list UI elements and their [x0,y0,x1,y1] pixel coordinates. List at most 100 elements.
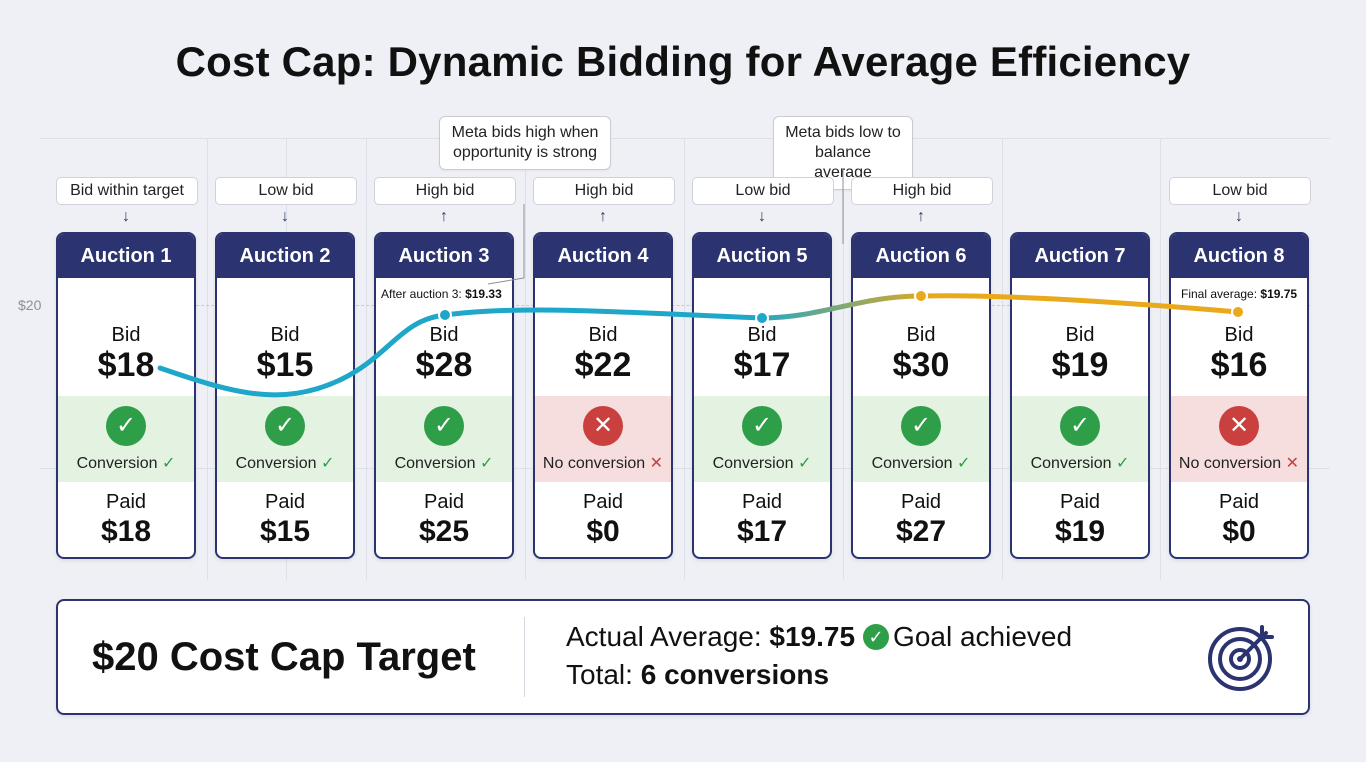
check-icon: ✓ [265,406,305,446]
goal-status: Goal achieved [893,621,1073,652]
arrow-down-icon: ↓ [281,208,289,225]
actual-average-line: Actual Average: $19.75 ✓ Goal achieved [566,621,1072,653]
grid-line [684,138,685,580]
paid-label: Paid [900,491,942,513]
auction-title: Auction 6 [853,234,989,278]
paid-value: $19 [1054,515,1106,548]
result-label: No conversion [542,455,646,472]
note-label: After auction 3: [381,287,462,301]
paid-label: Paid [741,491,783,513]
page-title: Cost Cap: Dynamic Bidding for Average Ef… [175,38,1191,85]
check-icon: ✓ [320,455,335,472]
result-row: ✓ Conversion ✓ [58,396,194,482]
tag-auction-2: Low bid [215,177,357,205]
actual-average-value: $19.75 [769,621,856,652]
bid-value: $18 [97,346,155,384]
grid-line [207,138,208,580]
bid-label: Bid [588,324,618,346]
grid-line [40,138,1330,139]
result-label: Conversion [871,455,953,472]
cross-icon: ✕ [1219,406,1259,446]
bid-label: Bid [111,324,141,346]
paid-value: $0 [586,515,620,548]
check-icon: ✓ [161,455,176,472]
paid-label: Paid [264,491,306,513]
bid-label: Bid [429,324,459,346]
paid-value: $15 [259,515,311,548]
result-row: ✓ Conversion ✓ [217,396,353,482]
tag-auction-8: Low bid [1169,177,1311,205]
tag-auction-3: High bid [374,177,516,205]
auction-card-5: Auction 5 Bid $17 ✓ Conversion ✓ Paid $1… [692,232,832,559]
paid-label: Paid [1218,491,1260,513]
actual-average-label: Actual Average: [566,621,762,652]
grid-line [525,138,526,580]
result-label: Conversion [235,455,317,472]
tag-auction-5: Low bid [692,177,834,205]
result-row: ✓ Conversion ✓ [853,396,989,482]
paid-value: $0 [1222,515,1256,548]
arrow-up-icon: ↑ [917,208,925,225]
grid-line [366,138,367,580]
auction-card-2: Auction 2 Bid $15 ✓ Conversion ✓ Paid $1… [215,232,355,559]
auction-title: Auction 5 [694,234,830,278]
tag-auction-1: Bid within target [56,177,198,205]
arrow-up-icon: ↑ [440,208,448,225]
bid-value: $30 [892,346,950,384]
grid-line [843,138,844,580]
arrow-down-icon: ↓ [122,208,130,225]
bid-value: $28 [415,346,473,384]
paid-value: $18 [100,515,152,548]
bid-value: $15 [256,346,314,384]
grid-line [40,468,1330,469]
total-line: Total: 6 conversions [566,659,829,691]
check-icon: ✓ [742,406,782,446]
note-value: $19.33 [465,287,502,301]
summary-divider [524,617,525,697]
paid-label: Paid [1059,491,1101,513]
check-icon: ✓ [901,406,941,446]
result-label: Conversion [76,455,158,472]
bid-value: $16 [1210,346,1268,384]
result-row: ✕ No conversion ✕ [535,396,671,482]
paid-value: $27 [895,515,947,548]
auction-card-6: Auction 6 Bid $30 ✓ Conversion ✓ Paid $2… [851,232,991,559]
check-icon: ✓ [1060,406,1100,446]
auction-card-1: Auction 1 Bid $18 ✓ Conversion ✓ Paid $1… [56,232,196,559]
callout-bid-high: Meta bids high when opportunity is stron… [439,116,611,170]
paid-label: Paid [105,491,147,513]
total-value: 6 conversions [640,659,830,690]
check-icon: ✓ [106,406,146,446]
bid-label: Bid [747,324,777,346]
tag-auction-6: High bid [851,177,993,205]
result-row: ✓ Conversion ✓ [376,396,512,482]
tag-auction-4: High bid [533,177,675,205]
bid-label: Bid [1065,324,1095,346]
paid-value: $17 [736,515,788,548]
result-row: ✓ Conversion ✓ [694,396,830,482]
bid-label: Bid [270,324,300,346]
arrow-up-icon: ↑ [599,208,607,225]
check-icon: ✓ [479,455,494,472]
grid-line [1002,138,1003,580]
paid-label: Paid [582,491,624,513]
arrow-down-icon: ↓ [758,208,766,225]
auction-card-4: Auction 4 Bid $22 ✕ No conversion ✕ Paid… [533,232,673,559]
bid-value: $19 [1051,346,1109,384]
y-axis-label: $20 [18,297,42,313]
total-label: Total: [566,659,633,690]
auction-title: Auction 7 [1012,234,1148,278]
arrow-down-icon: ↓ [1235,208,1243,225]
cross-icon: ✕ [1285,455,1300,472]
check-icon: ✓ [1115,455,1130,472]
auction-title: Auction 3 [376,234,512,278]
auction-title: Auction 4 [535,234,671,278]
paid-label: Paid [423,491,465,513]
auction-title: Auction 1 [58,234,194,278]
bid-value: $17 [733,346,791,384]
check-icon: ✓ [797,455,812,472]
final-average-note: Final average: $19.75 [1181,287,1297,301]
auction-title: Auction 2 [217,234,353,278]
result-row: ✕ No conversion ✕ [1171,396,1307,482]
grid-line [1160,138,1161,580]
